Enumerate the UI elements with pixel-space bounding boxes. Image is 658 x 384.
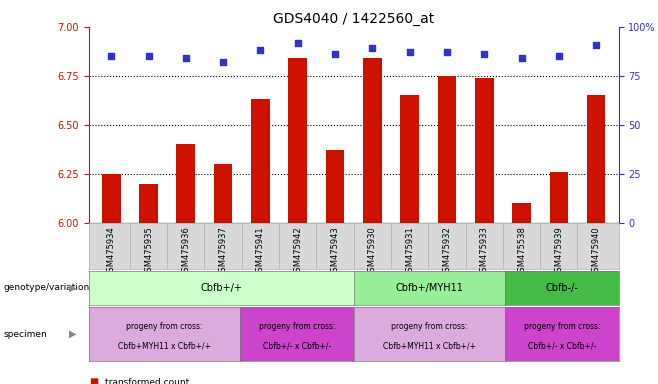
Text: progeny from cross:: progeny from cross: bbox=[391, 321, 468, 331]
Bar bbox=[288, 58, 307, 223]
Bar bbox=[251, 99, 270, 223]
Point bbox=[292, 40, 303, 46]
Text: GSM475934: GSM475934 bbox=[107, 227, 116, 277]
Text: GSM475940: GSM475940 bbox=[592, 227, 601, 277]
Text: Cbfb+/- x Cbfb+/-: Cbfb+/- x Cbfb+/- bbox=[263, 341, 331, 351]
Text: ▶: ▶ bbox=[69, 283, 76, 293]
Text: Cbfb+/MYH11: Cbfb+/MYH11 bbox=[395, 283, 463, 293]
Point bbox=[218, 59, 228, 65]
Text: Cbfb+/- x Cbfb+/-: Cbfb+/- x Cbfb+/- bbox=[528, 341, 596, 351]
Text: genotype/variation: genotype/variation bbox=[3, 283, 89, 293]
Bar bbox=[475, 78, 494, 223]
Point bbox=[591, 41, 601, 48]
Text: Cbfb-/-: Cbfb-/- bbox=[545, 283, 578, 293]
Text: GSM475935: GSM475935 bbox=[144, 227, 153, 277]
Title: GDS4040 / 1422560_at: GDS4040 / 1422560_at bbox=[273, 12, 434, 26]
Text: Cbfb+/+: Cbfb+/+ bbox=[200, 283, 242, 293]
Point bbox=[180, 55, 191, 61]
Text: GSM475942: GSM475942 bbox=[293, 227, 302, 277]
Text: GSM475538: GSM475538 bbox=[517, 227, 526, 277]
Text: GSM475933: GSM475933 bbox=[480, 227, 489, 277]
Bar bbox=[512, 203, 531, 223]
Point bbox=[367, 45, 378, 51]
Bar bbox=[587, 95, 605, 223]
Text: specimen: specimen bbox=[3, 329, 47, 339]
Point bbox=[106, 53, 116, 59]
Point bbox=[405, 49, 415, 55]
Text: GSM475931: GSM475931 bbox=[405, 227, 414, 277]
Point bbox=[255, 47, 266, 53]
Bar bbox=[176, 144, 195, 223]
Bar bbox=[400, 95, 419, 223]
Text: GSM475939: GSM475939 bbox=[554, 227, 563, 277]
Bar bbox=[438, 76, 456, 223]
Text: Cbfb+MYH11 x Cbfb+/+: Cbfb+MYH11 x Cbfb+/+ bbox=[383, 341, 476, 351]
Text: transformed count: transformed count bbox=[105, 377, 190, 384]
Text: GSM475943: GSM475943 bbox=[330, 227, 340, 277]
Text: ■: ■ bbox=[89, 377, 98, 384]
Text: GSM475932: GSM475932 bbox=[442, 227, 451, 277]
Text: ▶: ▶ bbox=[69, 329, 76, 339]
Point bbox=[143, 53, 154, 59]
Point bbox=[330, 51, 340, 57]
Text: progeny from cross:: progeny from cross: bbox=[259, 321, 335, 331]
Text: GSM475941: GSM475941 bbox=[256, 227, 265, 277]
Point bbox=[479, 51, 490, 57]
Text: progeny from cross:: progeny from cross: bbox=[126, 321, 203, 331]
Bar bbox=[326, 150, 344, 223]
Bar bbox=[102, 174, 120, 223]
Bar bbox=[214, 164, 232, 223]
Point bbox=[517, 55, 527, 61]
Point bbox=[553, 53, 564, 59]
Bar bbox=[139, 184, 158, 223]
Text: GSM475936: GSM475936 bbox=[182, 227, 190, 277]
Text: GSM475930: GSM475930 bbox=[368, 227, 377, 277]
Text: GSM475937: GSM475937 bbox=[218, 227, 228, 277]
Bar bbox=[363, 58, 382, 223]
Text: Cbfb+MYH11 x Cbfb+/+: Cbfb+MYH11 x Cbfb+/+ bbox=[118, 341, 211, 351]
Bar bbox=[549, 172, 568, 223]
Text: progeny from cross:: progeny from cross: bbox=[524, 321, 600, 331]
Point bbox=[442, 49, 452, 55]
